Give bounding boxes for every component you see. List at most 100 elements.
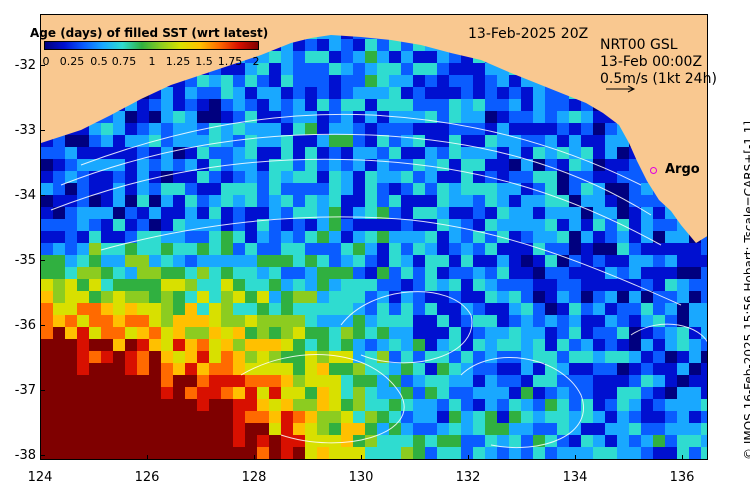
sst-pixel — [425, 351, 437, 363]
sst-pixel — [581, 375, 593, 387]
sst-pixel — [521, 399, 533, 411]
sst-pixel — [629, 267, 641, 279]
sst-pixel — [161, 171, 173, 183]
sst-pixel — [305, 387, 317, 399]
sst-pixel — [197, 411, 209, 423]
sst-pixel — [653, 231, 665, 243]
sst-pixel — [473, 267, 485, 279]
sst-pixel — [413, 315, 425, 327]
sst-pixel — [269, 315, 281, 327]
sst-pixel — [257, 75, 269, 87]
sst-pixel — [509, 315, 521, 327]
sst-pixel — [533, 291, 545, 303]
sst-pixel — [65, 147, 77, 159]
sst-pixel — [677, 291, 689, 303]
sst-pixel — [377, 363, 389, 375]
sst-pixel — [533, 147, 545, 159]
sst-pixel — [521, 87, 533, 99]
sst-pixel — [449, 399, 461, 411]
sst-pixel — [593, 183, 605, 195]
sst-pixel — [209, 435, 221, 447]
sst-pixel — [509, 75, 521, 87]
sst-pixel — [449, 207, 461, 219]
sst-pixel — [497, 351, 509, 363]
sst-pixel — [257, 423, 269, 435]
sst-pixel — [509, 171, 521, 183]
sst-pixel — [41, 327, 53, 339]
sst-pixel — [497, 195, 509, 207]
sst-pixel — [485, 231, 497, 243]
sst-pixel — [101, 387, 113, 399]
sst-pixel — [149, 363, 161, 375]
sst-pixel — [365, 459, 377, 460]
sst-pixel — [521, 219, 533, 231]
legend-colorbar — [44, 41, 259, 50]
sst-pixel — [173, 327, 185, 339]
sst-pixel — [653, 411, 665, 423]
sst-pixel — [449, 351, 461, 363]
sst-pixel — [125, 459, 137, 460]
sst-pixel — [365, 315, 377, 327]
sst-pixel — [677, 267, 689, 279]
sst-pixel — [125, 159, 137, 171]
sst-pixel — [593, 219, 605, 231]
sst-pixel — [413, 243, 425, 255]
sst-pixel — [209, 339, 221, 351]
sst-pixel — [149, 315, 161, 327]
sst-pixel — [41, 291, 53, 303]
sst-pixel — [413, 207, 425, 219]
sst-pixel — [533, 303, 545, 315]
sst-pixel — [545, 423, 557, 435]
sst-pixel — [197, 279, 209, 291]
sst-pixel — [461, 75, 473, 87]
sst-pixel — [569, 279, 581, 291]
sst-pixel — [173, 99, 185, 111]
sst-pixel — [689, 279, 701, 291]
sst-pixel — [293, 303, 305, 315]
sst-pixel — [209, 447, 221, 459]
sst-pixel — [533, 375, 545, 387]
sst-pixel — [545, 447, 557, 459]
sst-pixel — [137, 123, 149, 135]
argo-marker-icon[interactable] — [650, 167, 657, 174]
sst-pixel — [605, 171, 617, 183]
sst-pixel — [161, 399, 173, 411]
sst-pixel — [641, 363, 653, 375]
sst-pixel — [701, 411, 707, 423]
sst-pixel — [305, 339, 317, 351]
sst-pixel — [617, 387, 629, 399]
sst-pixel — [461, 327, 473, 339]
sst-pixel — [569, 411, 581, 423]
x-tick-mark — [254, 455, 255, 460]
sst-pixel — [137, 363, 149, 375]
sst-pixel — [293, 363, 305, 375]
sst-pixel — [197, 327, 209, 339]
sst-pixel — [77, 231, 89, 243]
sst-pixel — [269, 159, 281, 171]
sst-pixel — [365, 255, 377, 267]
sst-pixel — [329, 303, 341, 315]
sst-pixel — [425, 183, 437, 195]
sst-pixel — [389, 255, 401, 267]
sst-pixel — [641, 315, 653, 327]
sst-pixel — [293, 51, 305, 63]
sst-pixel — [245, 243, 257, 255]
sst-pixel — [377, 195, 389, 207]
sst-pixel — [653, 447, 665, 459]
sst-age-map[interactable] — [40, 14, 708, 460]
sst-pixel — [545, 255, 557, 267]
sst-pixel — [605, 435, 617, 447]
y-tick-mark — [40, 390, 45, 391]
y-tick-label: -34 — [14, 188, 36, 203]
sst-pixel — [449, 375, 461, 387]
sst-pixel — [209, 459, 221, 460]
sst-pixel — [269, 267, 281, 279]
sst-pixel — [173, 363, 185, 375]
sst-pixel — [149, 423, 161, 435]
sst-pixel — [257, 339, 269, 351]
sst-pixel — [125, 243, 137, 255]
sst-pixel — [257, 267, 269, 279]
sst-pixel — [305, 303, 317, 315]
sst-pixel — [605, 327, 617, 339]
sst-pixel — [677, 363, 689, 375]
